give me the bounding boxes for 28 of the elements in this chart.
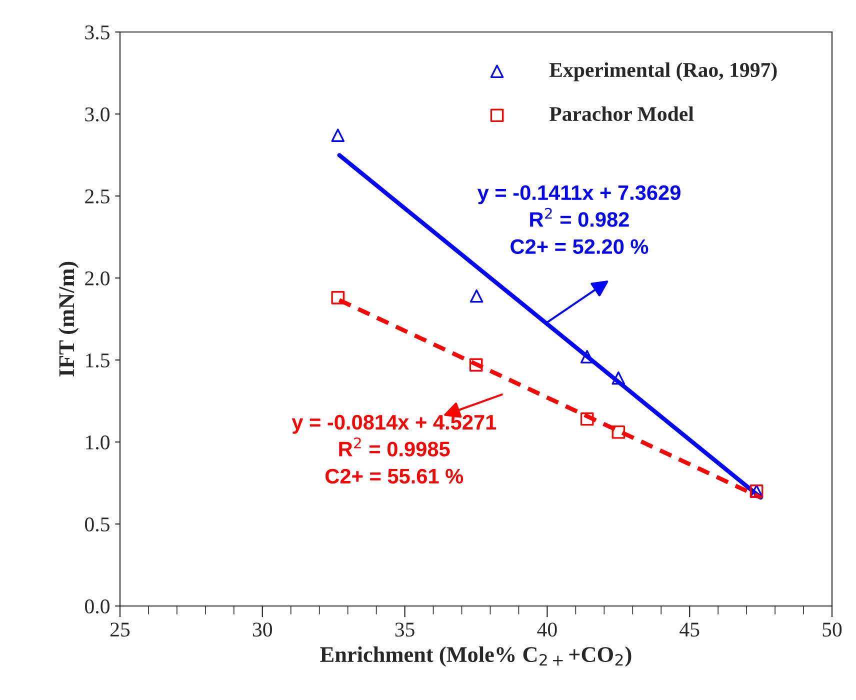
- point: [331, 291, 345, 304]
- point: [612, 371, 626, 385]
- y-tick-label: 2.0: [85, 271, 110, 286]
- x-tick-label: 45: [680, 622, 700, 637]
- point: [580, 412, 594, 426]
- y-tick-label: 3.0: [85, 107, 110, 122]
- y-tick-label: 1.5: [86, 353, 110, 368]
- legend-label: Parachor Model: [549, 106, 694, 122]
- point: [470, 289, 484, 303]
- y-tick-label: 2.5: [85, 189, 110, 204]
- y-axis-title: IFT (mN/m): [58, 262, 79, 376]
- annotation: y = -0.0814x + 4.5271 R$^{2}$ = 0.9985 C2+ = 55.61 %: [292, 414, 496, 484]
- y-tick-label: 3.5: [85, 25, 110, 40]
- point: [469, 358, 483, 372]
- annotation: y = -0.1411x + 7.3629 R$^{2}$ = 0.982 C2+ = 52.20 %: [477, 185, 680, 254]
- legend-label: Experimental (Rao, 1997): [549, 62, 777, 82]
- point: [331, 128, 345, 142]
- x-tick-label: 50: [822, 622, 842, 637]
- x-tick-label: 40: [537, 622, 557, 637]
- y-tick-label: 0.5: [85, 517, 110, 532]
- y-tick-label: 1.0: [86, 435, 110, 450]
- x-tick-label: 30: [252, 622, 272, 637]
- x-tick-label: 35: [395, 622, 414, 637]
- x-tick-label: 25: [110, 622, 130, 637]
- x-axis-title: Enrichment (Mole% C$_{2+}$+CO$_{2}$): [320, 646, 632, 667]
- y-tick-label: 0.0: [85, 599, 110, 614]
- point: [612, 426, 626, 439]
- point: [580, 350, 594, 364]
